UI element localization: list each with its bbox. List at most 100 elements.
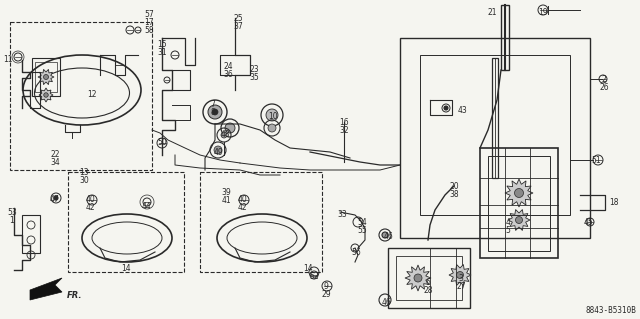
Bar: [501, 5, 509, 70]
Polygon shape: [39, 88, 53, 102]
Text: 51: 51: [591, 156, 601, 165]
Bar: [388, 248, 470, 308]
Text: 8: 8: [211, 108, 216, 117]
Text: 7: 7: [211, 100, 216, 109]
Text: 50: 50: [157, 138, 167, 147]
Circle shape: [212, 109, 218, 115]
Text: 13: 13: [79, 168, 89, 177]
Text: 58: 58: [144, 26, 154, 35]
Text: 14: 14: [121, 264, 131, 273]
Text: 12: 12: [87, 90, 97, 99]
Bar: [35, 62, 57, 92]
Circle shape: [266, 109, 278, 121]
Circle shape: [382, 232, 388, 238]
Bar: [200, 172, 322, 272]
Bar: [420, 55, 570, 215]
Text: 35: 35: [249, 73, 259, 82]
Text: 5: 5: [506, 226, 511, 235]
Text: 57: 57: [144, 10, 154, 19]
Text: 39: 39: [221, 188, 231, 197]
Text: 1: 1: [10, 216, 14, 225]
Text: 11: 11: [3, 55, 13, 64]
Bar: [492, 58, 498, 178]
Text: 41: 41: [221, 196, 231, 205]
Bar: [480, 148, 558, 258]
Circle shape: [225, 123, 235, 133]
Text: 53: 53: [7, 208, 17, 217]
Text: 10: 10: [268, 112, 278, 121]
Circle shape: [221, 132, 227, 138]
Text: 22: 22: [51, 150, 60, 159]
Text: 34: 34: [50, 158, 60, 167]
Circle shape: [268, 124, 276, 132]
Text: 40: 40: [237, 195, 247, 204]
Circle shape: [444, 106, 448, 110]
Text: 25: 25: [233, 14, 243, 23]
Circle shape: [54, 196, 58, 200]
Circle shape: [208, 105, 222, 119]
Text: FR.: FR.: [67, 291, 83, 300]
Circle shape: [44, 75, 49, 79]
Polygon shape: [505, 179, 533, 207]
Bar: [10, 22, 152, 170]
Text: 55: 55: [357, 226, 367, 235]
Circle shape: [414, 274, 422, 282]
Text: 43: 43: [457, 106, 467, 115]
Text: 33: 33: [337, 210, 347, 219]
Circle shape: [515, 217, 522, 224]
Text: 48: 48: [220, 130, 230, 139]
Text: 17: 17: [144, 18, 154, 27]
Text: 6: 6: [426, 278, 431, 287]
Text: 37: 37: [233, 22, 243, 31]
Polygon shape: [30, 278, 62, 300]
Text: 24: 24: [223, 62, 233, 71]
Text: 30: 30: [79, 176, 89, 185]
Polygon shape: [508, 210, 530, 230]
Text: 28: 28: [423, 286, 433, 295]
Text: 23: 23: [249, 65, 259, 74]
Circle shape: [456, 271, 463, 278]
Text: 15: 15: [157, 40, 167, 49]
Text: 38: 38: [449, 190, 459, 199]
Text: 4: 4: [506, 218, 511, 227]
Text: 9: 9: [324, 282, 328, 291]
Text: 32: 32: [339, 126, 349, 135]
Text: 44: 44: [141, 202, 151, 211]
Polygon shape: [405, 265, 431, 291]
Circle shape: [214, 146, 222, 154]
Text: 46: 46: [383, 232, 393, 241]
Text: 42: 42: [85, 203, 95, 212]
Text: 40: 40: [85, 195, 95, 204]
Text: 19: 19: [538, 8, 548, 17]
Text: 14: 14: [303, 264, 313, 273]
Text: 20: 20: [449, 182, 459, 191]
Bar: [22, 215, 40, 253]
Text: 29: 29: [321, 290, 331, 299]
Text: 49: 49: [213, 148, 223, 157]
Text: 16: 16: [339, 118, 349, 127]
Polygon shape: [449, 264, 471, 286]
Bar: [488, 156, 550, 251]
Text: 56: 56: [351, 248, 361, 257]
Text: 21: 21: [487, 8, 497, 17]
Text: 18: 18: [609, 198, 619, 207]
Text: 36: 36: [223, 70, 233, 79]
Text: 2: 2: [602, 75, 606, 84]
Circle shape: [44, 93, 48, 97]
Text: 54: 54: [357, 218, 367, 227]
Text: 52: 52: [309, 272, 319, 281]
Text: 31: 31: [157, 48, 167, 57]
Bar: [396, 256, 462, 300]
Text: 45: 45: [583, 218, 593, 227]
Polygon shape: [38, 70, 54, 85]
Text: 8843-B5310B: 8843-B5310B: [585, 306, 636, 315]
Text: 42: 42: [237, 203, 247, 212]
Bar: [68, 172, 184, 272]
Text: 27: 27: [456, 282, 466, 291]
Text: 3: 3: [459, 274, 463, 283]
Bar: [400, 38, 590, 238]
Text: 47: 47: [49, 195, 59, 204]
Text: 26: 26: [599, 83, 609, 92]
Text: 46: 46: [381, 298, 391, 307]
Circle shape: [515, 189, 524, 197]
